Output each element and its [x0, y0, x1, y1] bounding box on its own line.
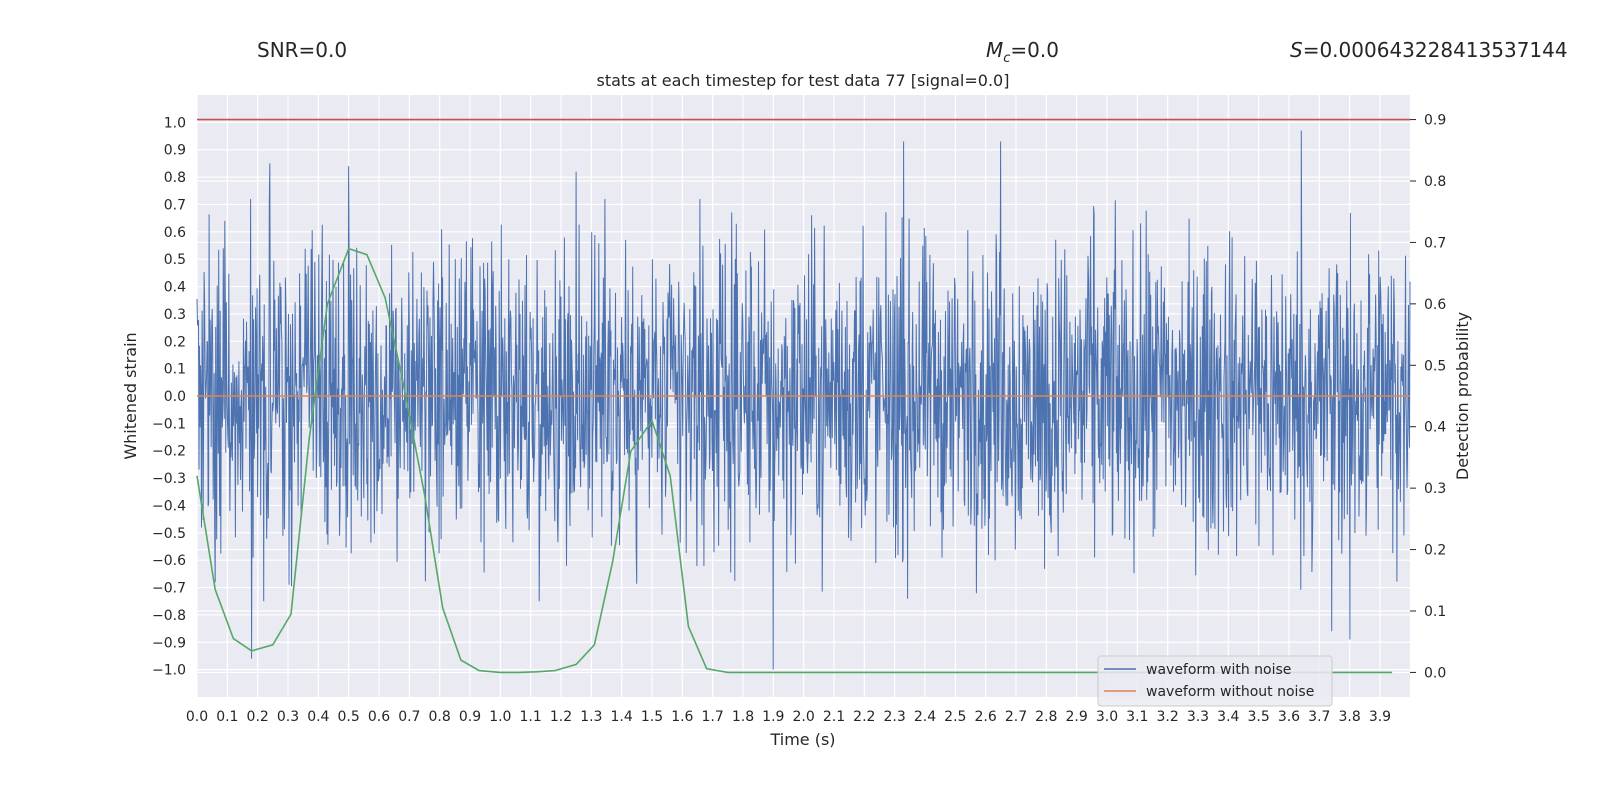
- series-detection-probability: [196, 247, 1393, 674]
- x-tick-label: 2.7: [1005, 709, 1027, 725]
- y-tick-label: 0.0: [164, 389, 186, 405]
- s-symbol: S: [1290, 38, 1303, 62]
- x-tick-label: 0.8: [429, 709, 451, 725]
- x-tick-label: 1.0: [489, 709, 511, 725]
- x-axis: 0.0 0.1 0.2 0.3 0.4 0.5 0.6 0.7 0.8 0.9 1.0 1.1 1.2 1…: [186, 709, 1391, 725]
- s-value: =0.000643228413537144: [1302, 38, 1568, 62]
- y-tick-label: 0.2: [164, 334, 186, 350]
- y-tick-label: −0.9: [152, 635, 186, 651]
- y-tick-label: −0.5: [152, 526, 186, 542]
- x-tick-label: 3.9: [1369, 709, 1391, 725]
- x-tick-label: 3.6: [1278, 709, 1300, 725]
- snr-stat: SNR=0.0: [257, 38, 347, 62]
- x-tick-label: 1.9: [762, 709, 784, 725]
- y-tick-label: 0.9: [164, 143, 186, 159]
- legend-label-clean: waveform without noise: [1146, 684, 1314, 700]
- x-tick-label: 1.7: [702, 709, 724, 725]
- y-tick-label: −0.1: [152, 416, 186, 432]
- y-tick-label: 1.0: [164, 115, 186, 131]
- y2-tick-label: 0.5: [1424, 358, 1446, 374]
- x-tick-label: 0.4: [307, 709, 329, 725]
- x-axis-label: Time (s): [769, 730, 835, 749]
- x-tick-label: 0.2: [247, 709, 269, 725]
- plot-layer: [196, 118, 1411, 674]
- x-tick-label: 2.0: [793, 709, 815, 725]
- y-tick-label: 0.1: [164, 362, 186, 378]
- x-tick-label: 1.2: [550, 709, 572, 725]
- y2-tick-label: 0.1: [1424, 604, 1446, 620]
- y2-tick-label: 0.9: [1424, 113, 1446, 129]
- chirp-mass-subscript: c: [1003, 51, 1011, 66]
- x-tick-label: 0.9: [459, 709, 481, 725]
- x-tick-label: 2.3: [884, 709, 906, 725]
- x-tick-label: 2.5: [944, 709, 966, 725]
- x-tick-label: 0.5: [338, 709, 360, 725]
- y-tick-label: 0.6: [164, 225, 186, 241]
- y-tick-label: −1.0: [152, 663, 186, 679]
- x-tick-label: 1.8: [732, 709, 754, 725]
- x-tick-label: 0.0: [186, 709, 208, 725]
- y-tick-label: −0.7: [152, 581, 186, 597]
- y2-tick-label: 0.7: [1424, 235, 1446, 251]
- y-tick-label: −0.8: [152, 608, 186, 624]
- y2-tick-label: 0.6: [1424, 297, 1446, 313]
- x-tick-label: 1.4: [611, 709, 633, 725]
- y2-tick-label: 0.4: [1424, 420, 1446, 436]
- x-tick-label: 3.4: [1217, 709, 1239, 725]
- chirp-mass-stat: Mc=0.0: [986, 38, 1059, 66]
- x-tick-label: 2.6: [975, 709, 997, 725]
- y-tick-label: 0.5: [164, 252, 186, 268]
- x-tick-label: 3.1: [1126, 709, 1148, 725]
- y2-tick-label: 0.2: [1424, 543, 1446, 559]
- x-tick-label: 1.3: [580, 709, 602, 725]
- s-stat: S=0.000643228413537144: [1290, 38, 1568, 62]
- legend-box: [1097, 655, 1333, 707]
- y2-tick-label: 0.8: [1424, 174, 1446, 190]
- x-tick-label: 1.1: [520, 709, 542, 725]
- x-tick-label: 2.1: [823, 709, 845, 725]
- y-tick-label: 0.4: [164, 280, 186, 296]
- y2-axis-label: Detection probability: [1453, 312, 1472, 480]
- x-tick-label: 2.8: [1035, 709, 1057, 725]
- chart-title: stats at each timestep for test data 77 …: [597, 71, 1010, 90]
- legend: waveform with noise waveform without noi…: [1097, 655, 1333, 707]
- legend-label-noise: waveform with noise: [1146, 662, 1291, 678]
- x-tick-label: 0.6: [368, 709, 390, 725]
- y-axis: 1.0 0.9 0.8 0.7 0.6 0.5 0.4 0.3 0.2 0.1 0.0 −0.1 −0.…: [152, 115, 186, 678]
- chirp-mass-symbol: M: [986, 38, 1004, 62]
- y-tick-label: 0.7: [164, 197, 186, 213]
- x-tick-label: 3.7: [1308, 709, 1330, 725]
- y-tick-label: 0.3: [164, 307, 186, 323]
- x-tick-label: 0.7: [398, 709, 420, 725]
- y2-tick-label: 0.0: [1424, 665, 1446, 681]
- y-tick-label: −0.6: [152, 553, 186, 569]
- y2-tick-label: 0.3: [1424, 481, 1446, 497]
- x-tick-label: 1.5: [641, 709, 663, 725]
- x-tick-label: 0.3: [277, 709, 299, 725]
- chirp-mass-value: =0.0: [1010, 38, 1059, 62]
- y-tick-label: −0.4: [152, 498, 186, 514]
- x-tick-label: 2.2: [853, 709, 875, 725]
- x-tick-label: 3.3: [1187, 709, 1209, 725]
- x-tick-label: 1.6: [671, 709, 693, 725]
- y2-axis: 0.9 0.8 0.7 0.6 0.5 0.4 0.3 0.2 0.1 0.0: [1410, 113, 1446, 681]
- x-tick-label: 3.0: [1096, 709, 1118, 725]
- x-tick-label: 3.8: [1339, 709, 1361, 725]
- x-tick-label: 3.5: [1248, 709, 1270, 725]
- x-tick-label: 3.2: [1157, 709, 1179, 725]
- y-tick-label: 0.8: [164, 170, 186, 186]
- x-tick-label: 2.4: [914, 709, 936, 725]
- x-tick-label: 2.9: [1066, 709, 1088, 725]
- y-tick-label: −0.3: [152, 471, 186, 487]
- y-tick-label: −0.2: [152, 444, 186, 460]
- snr-label: SNR=0.0: [257, 38, 348, 62]
- x-tick-label: 0.1: [216, 709, 238, 725]
- series-waveform-with-noise: [196, 130, 1411, 670]
- y-axis-label: Whitened strain: [121, 332, 140, 459]
